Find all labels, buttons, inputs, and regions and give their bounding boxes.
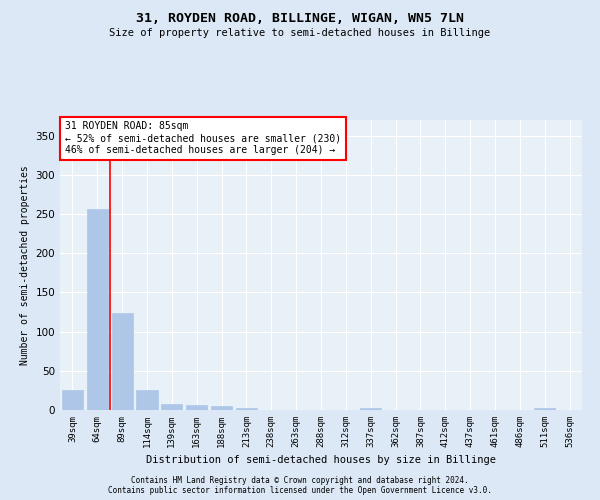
Text: 31, ROYDEN ROAD, BILLINGE, WIGAN, WN5 7LN: 31, ROYDEN ROAD, BILLINGE, WIGAN, WN5 7L… (136, 12, 464, 26)
Bar (112, 313, 133, 410)
Text: Contains HM Land Registry data © Crown copyright and database right 2024.: Contains HM Land Registry data © Crown c… (131, 476, 469, 485)
Bar (62, 390, 83, 410)
Y-axis label: Number of semi-detached properties: Number of semi-detached properties (20, 165, 30, 365)
Bar (211, 406, 232, 410)
Bar (136, 390, 158, 410)
Text: Size of property relative to semi-detached houses in Billinge: Size of property relative to semi-detach… (109, 28, 491, 38)
Bar (161, 404, 182, 410)
Bar (534, 408, 555, 410)
Bar (360, 408, 381, 410)
Bar (236, 408, 257, 410)
Bar (87, 208, 108, 410)
Bar (186, 404, 207, 410)
Text: 31 ROYDEN ROAD: 85sqm
← 52% of semi-detached houses are smaller (230)
46% of sem: 31 ROYDEN ROAD: 85sqm ← 52% of semi-deta… (65, 122, 341, 154)
X-axis label: Distribution of semi-detached houses by size in Billinge: Distribution of semi-detached houses by … (146, 456, 496, 466)
Text: Contains public sector information licensed under the Open Government Licence v3: Contains public sector information licen… (108, 486, 492, 495)
